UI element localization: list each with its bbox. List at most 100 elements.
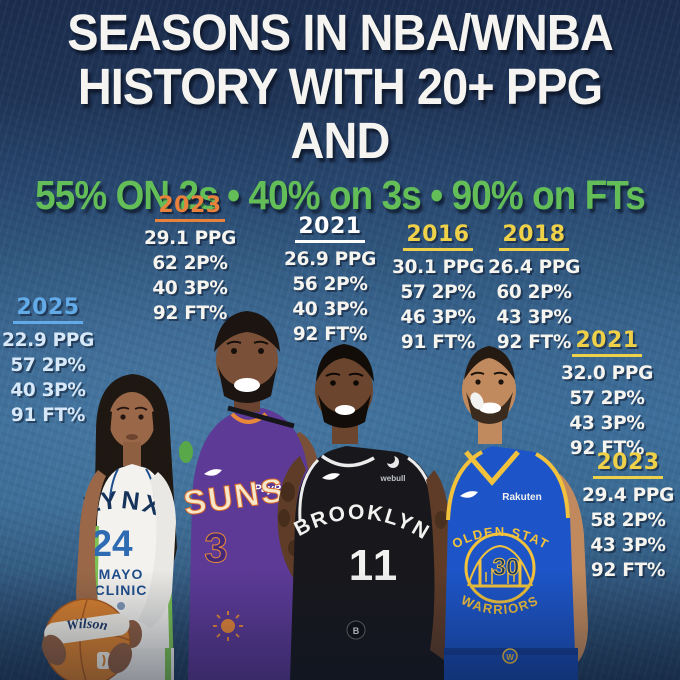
stat-line-ppg: 26.4 PPG — [488, 257, 580, 278]
nets-waist-logo-icon — [346, 620, 366, 640]
stat-line-ft: 92 FT% — [590, 560, 666, 581]
lynx-waist-logo-icon — [117, 602, 125, 610]
lynx-hand-left — [41, 634, 67, 666]
lynx-hair-front — [108, 380, 157, 404]
stat-line-2p: 60 2P% — [496, 282, 572, 303]
warriors-belt-logo-icon — [502, 648, 518, 664]
suns-jersey — [188, 408, 316, 680]
nets-head — [315, 356, 373, 424]
stat-year: 2021 — [572, 328, 642, 357]
suns-swoosh-icon — [204, 469, 222, 476]
suns-sun-logo-icon — [221, 619, 235, 633]
stat-line-ft: 92 FT% — [569, 438, 645, 459]
warriors-jersey — [444, 446, 576, 680]
nets-collar-trim — [320, 454, 375, 468]
stat-line-2p: 56 2P% — [292, 274, 368, 295]
lynx-lips — [126, 434, 138, 440]
nets-jersey — [290, 446, 450, 680]
title-line-1: SEASONS IN NBA/WNBA — [67, 4, 614, 61]
nets-arm-tattoos — [278, 482, 300, 556]
title-line-2: HISTORY WITH 20+ PPG AND — [77, 58, 603, 169]
lynx-hand-right — [107, 642, 133, 674]
stat-line-2p: 57 2P% — [400, 282, 476, 303]
suns-beard — [218, 366, 277, 403]
stat-line-3p: 40 3P% — [292, 299, 368, 320]
warriors-hair — [464, 346, 515, 380]
lynx-green-scrunchie — [179, 441, 193, 463]
stat-year: 2025 — [13, 295, 83, 324]
suns-strap — [227, 405, 295, 429]
stat-line-ppg: 29.1 PPG — [144, 228, 236, 249]
lynx-neck — [123, 442, 141, 466]
stat-year: 2021 — [295, 214, 365, 243]
warriors-beard — [466, 392, 513, 424]
stat-block-2021-curry: 2021 32.0 PPG 57 2P% 43 3P% 92 FT% — [561, 328, 653, 461]
lynx-sponsor-line2: CLINIC — [95, 582, 148, 598]
stat-block-2025-collier: 2025 22.9 PPG 57 2P% 40 3P% 91 FT% — [2, 295, 94, 428]
lynx-arm-sleeve — [138, 472, 176, 628]
svg-text:W: W — [506, 653, 514, 662]
stat-year: 2023 — [155, 193, 225, 222]
nets-smile — [335, 405, 355, 415]
player-nets: webull BROOKLYN 11 B — [277, 344, 452, 680]
stat-block-2016: 2016 30.1 PPG 57 2P% 46 3P% 91 FT% — [392, 222, 484, 355]
stat-line-3p: 40 3P% — [152, 278, 228, 299]
warriors-jersey-number: 30 — [493, 554, 520, 581]
warriors-smile — [479, 402, 501, 414]
stat-line-3p: 46 3P% — [400, 307, 476, 328]
stat-block-2023-durant: 2023 29.1 PPG 62 2P% 40 3P% 92 FT% — [144, 193, 236, 326]
stat-line-2p: 58 2P% — [590, 510, 666, 531]
stat-line-3p: 43 3P% — [496, 307, 572, 328]
nets-jersey-number: 11 — [349, 541, 400, 590]
stat-block-2021-irving: 2021 26.9 PPG 56 2P% 40 3P% 92 FT% — [284, 214, 376, 347]
suns-smile — [234, 378, 260, 392]
title-line-3-criteria: 55% ON 2s • 40% on 3s • 90% on FTs — [35, 172, 646, 218]
nets-beard — [318, 394, 371, 428]
lynx-sponsor-line1: MAYO — [99, 566, 144, 582]
nets-swoosh-icon — [322, 473, 340, 480]
nets-sponsor-patch: webull — [380, 474, 406, 483]
player-suns: PayPal SUNS 3 — [181, 311, 321, 680]
lynx-right-arm — [76, 470, 106, 628]
suns-number-partial: 3 — [204, 524, 227, 571]
stat-line-2p: 57 2P% — [10, 355, 86, 376]
stat-year: 2023 — [593, 450, 663, 479]
warriors-bridge-icon — [467, 544, 533, 588]
stat-line-3p: 43 3P% — [590, 535, 666, 556]
stat-line-2p: 62 2P% — [152, 253, 228, 274]
svg-text:B: B — [353, 626, 360, 636]
stat-line-ppg: 26.9 PPG — [284, 249, 376, 270]
ball-brand: Wilson — [65, 617, 109, 634]
stat-block-2018: 2018 26.4 PPG 60 2P% 43 3P% 92 FT% — [488, 222, 580, 355]
warriors-logo-circle-icon — [464, 532, 536, 604]
stat-line-3p: 40 3P% — [10, 380, 86, 401]
stat-line-ppg: 30.1 PPG — [392, 257, 484, 278]
title-block: SEASONS IN NBA/WNBA HISTORY WITH 20+ PPG… — [0, 6, 680, 220]
lynx-face — [109, 392, 155, 448]
warriors-trim — [446, 450, 484, 521]
warriors-mouthguard — [470, 392, 484, 410]
warriors-sponsor-patch: Rakuten — [502, 492, 541, 503]
stat-line-ppg: 22.9 PPG — [2, 330, 94, 351]
warriors-swoosh-icon — [460, 491, 478, 498]
stat-line-ppg: 32.0 PPG — [561, 363, 653, 384]
warriors-collar-trim — [464, 450, 520, 486]
warriors-neck — [478, 420, 502, 444]
stat-line-3p: 43 3P% — [569, 413, 645, 434]
nets-hair — [316, 344, 374, 382]
stat-block-2023-curry: 2023 29.4 PPG 58 2P% 43 3P% 92 FT% — [582, 450, 674, 583]
stat-line-ft: 92 FT% — [292, 324, 368, 345]
suns-hair — [214, 311, 280, 352]
stat-line-ppg: 29.4 PPG — [582, 485, 674, 506]
ball-white-band — [44, 613, 130, 645]
stat-line-ft: 91 FT% — [10, 405, 86, 426]
stat-year: 2018 — [499, 222, 569, 251]
stat-line-ft: 92 FT% — [152, 303, 228, 324]
stat-line-2p: 57 2P% — [569, 388, 645, 409]
player-lynx: LYNX 24 MAYO CLINIC Wilson — [41, 374, 193, 680]
stat-year: 2016 — [403, 222, 473, 251]
stat-line-ft: 91 FT% — [400, 332, 476, 353]
stat-line-ft: 92 FT% — [496, 332, 572, 353]
